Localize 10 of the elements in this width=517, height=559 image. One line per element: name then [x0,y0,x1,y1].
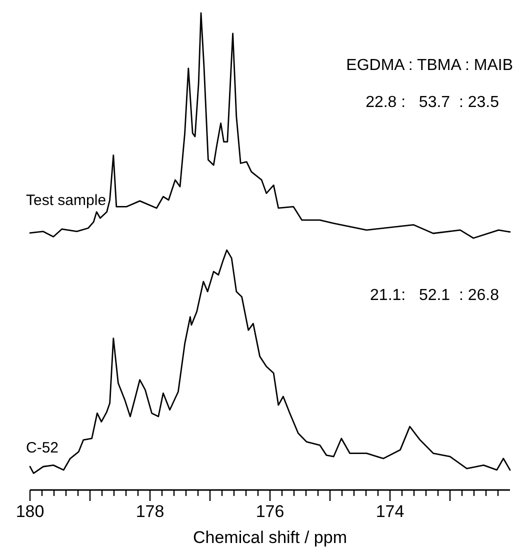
series-label: Test sample [26,192,106,209]
annotation: EGDMA : TBMA : MAIB [346,57,513,74]
x-tick-label: 174 [376,502,404,521]
x-tick-label: 178 [136,502,164,521]
x-tick-label: 176 [256,502,284,521]
x-axis-title: Chemical shift / ppm [193,528,347,547]
annotation: 21.1: 52.1 : 26.8 [370,287,500,304]
series-label: C-52 [26,440,59,457]
annotation: 22.8 : 53.7 : 23.5 [366,94,500,111]
x-tick-label: 180 [16,502,44,521]
